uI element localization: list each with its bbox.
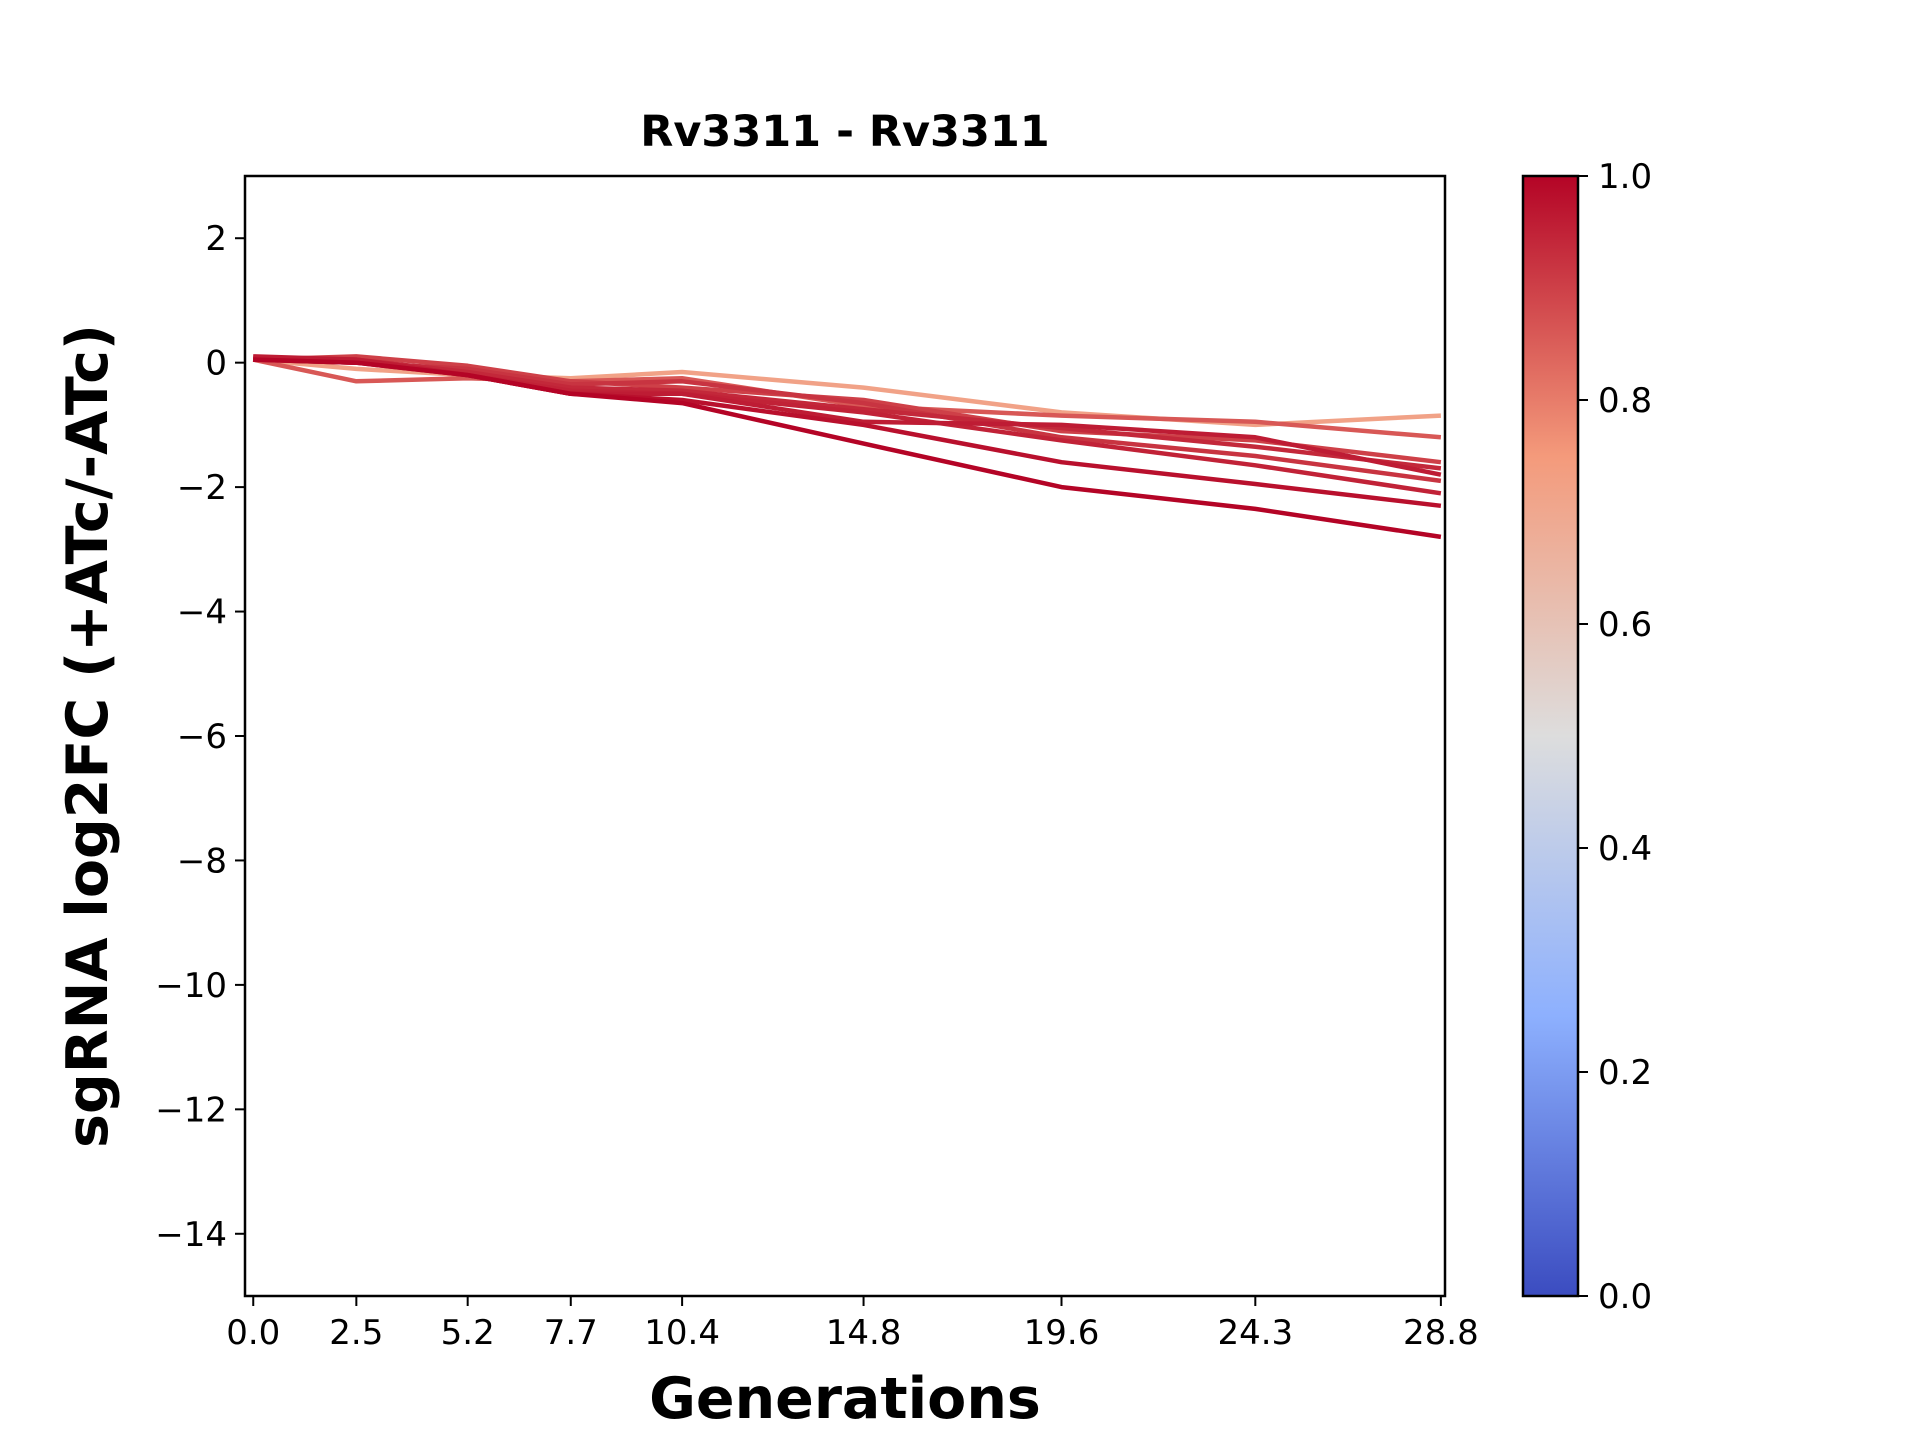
- colorbar-tick-label: 0.4: [1598, 829, 1652, 869]
- series-line-9: [253, 357, 1442, 540]
- y-axis-title: sgRNA log2FC (+ATc/-ATc): [55, 324, 121, 1148]
- x-tick-label: 10.4: [644, 1313, 720, 1353]
- colorbar-ticks: 0.0 0.2 0.4 0.6 0.8 1.0: [1578, 157, 1652, 1317]
- x-axis-ticks: 0.0 2.5 5.2 7.7 10.4 14.8 19.6 24.3 28.8: [226, 1296, 1479, 1353]
- plot-area-frame: [243, 174, 1447, 1298]
- y-tick-label: −8: [177, 841, 227, 881]
- y-tick-label: −4: [177, 593, 227, 633]
- y-tick-label: −12: [155, 1090, 227, 1130]
- colorbar-tick-label: 1.0: [1598, 157, 1652, 197]
- x-tick-label: 7.7: [544, 1313, 598, 1353]
- colorbar-tick-label: 0.8: [1598, 381, 1652, 421]
- chart-title: Rv3311 - Rv3311: [640, 107, 1049, 157]
- y-tick-label: 0: [205, 344, 227, 384]
- x-tick-label: 24.3: [1217, 1313, 1293, 1353]
- y-tick-label: −2: [177, 468, 227, 508]
- colorbar: [1521, 174, 1580, 1298]
- colorbar-tick-label: 0.6: [1598, 605, 1652, 645]
- colorbar-tick-label: 0.2: [1598, 1053, 1652, 1093]
- series-line-2: [252, 357, 1442, 440]
- x-tick-label: 2.5: [329, 1313, 383, 1353]
- y-tick-label: −6: [177, 717, 227, 757]
- x-tick-label: 0.0: [226, 1313, 280, 1353]
- series-lines: [252, 354, 1442, 540]
- y-axis-ticks: 2 0 −2 −4 −6 −8 −10 −12 −14: [155, 219, 245, 1255]
- y-tick-label: −14: [155, 1215, 227, 1255]
- x-axis-title: Generations: [649, 1366, 1041, 1432]
- series-line-3: [253, 354, 1442, 465]
- x-tick-label: 28.8: [1403, 1313, 1479, 1353]
- x-tick-label: 5.2: [441, 1313, 495, 1353]
- colorbar-tick-label: 0.0: [1598, 1277, 1652, 1317]
- x-tick-label: 19.6: [1024, 1313, 1100, 1353]
- series-line-8: [253, 357, 1442, 509]
- y-tick-label: −10: [155, 966, 227, 1006]
- y-tick-label: 2: [205, 219, 227, 259]
- x-tick-label: 14.8: [826, 1313, 902, 1353]
- series-line-5: [253, 357, 1442, 471]
